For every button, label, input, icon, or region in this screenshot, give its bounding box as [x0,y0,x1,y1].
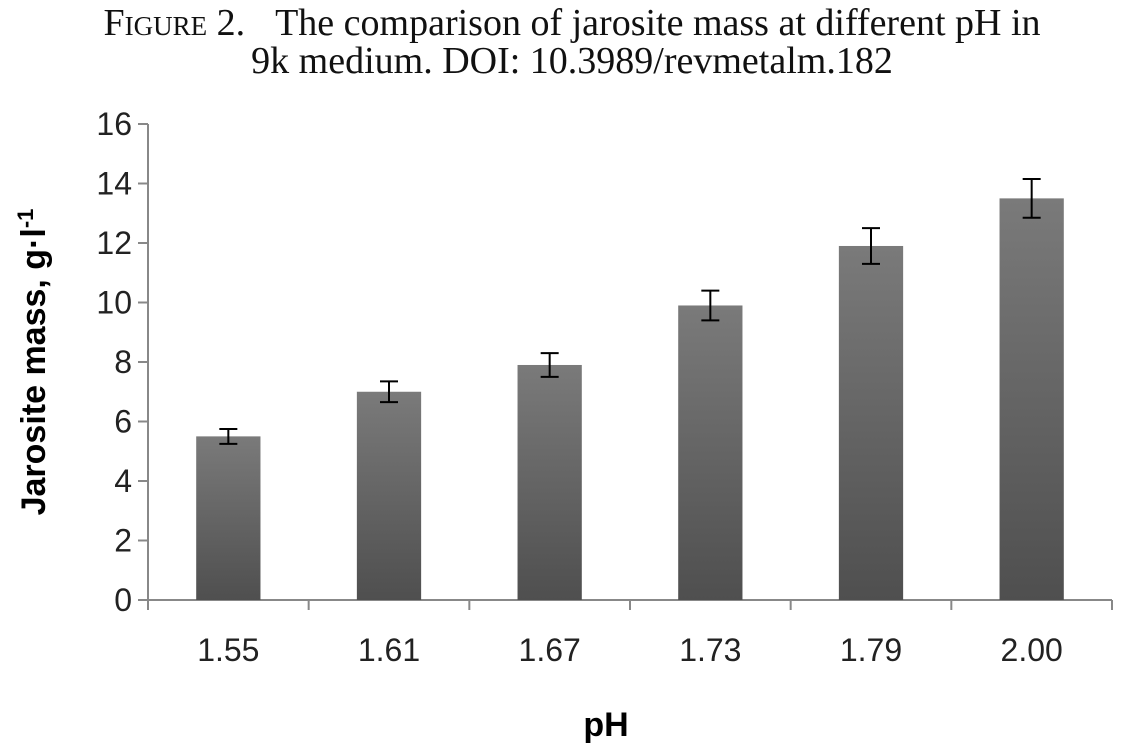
x-tick-label: 1.61 [358,632,420,668]
figure-label: Figure 2. [103,2,246,44]
bar [838,245,904,600]
x-tick-label: 1.55 [197,632,259,668]
bar [517,364,582,600]
x-tick-label: 2.00 [1001,632,1063,668]
caption-line-1: Figure 2. The comparison of jarosite mass… [0,4,1144,42]
y-tick-label: 4 [114,463,132,499]
x-tick-label: 1.67 [519,632,581,668]
bar [999,198,1064,600]
y-axis-title: Jarosite mass, g·l-1 [13,209,54,516]
caption-line-2: 9k medium. DOI: 10.3989/revmetalm.182 [251,40,893,82]
y-tick-label: 14 [96,166,132,202]
error-bars [219,178,1041,445]
y-tick-label: 16 [96,106,132,142]
bar [356,391,422,600]
caption-text-1: The comparison of jarosite mass at diffe… [275,2,1041,44]
x-axis: 1.55 1.61 1.67 1.73 1.79 2.00 [147,599,1113,668]
y-tick-label: 6 [114,404,132,440]
figure-caption: Figure 2. The comparison of jarosite mass… [0,4,1144,80]
y-tick-label: 10 [96,285,132,321]
y-tick-label: 8 [114,344,132,380]
y-tick-label: 0 [114,582,132,618]
bar [678,305,743,600]
x-axis-title: pH [583,706,628,744]
y-axis: 0 2 4 6 8 10 12 14 16 [96,106,149,618]
y-tick-label: 2 [114,523,132,559]
bar [196,436,261,600]
y-tick-label: 12 [96,225,132,261]
x-tick-label: 1.79 [840,632,902,668]
x-tick-label: 1.73 [679,632,741,668]
bars [196,198,1064,600]
